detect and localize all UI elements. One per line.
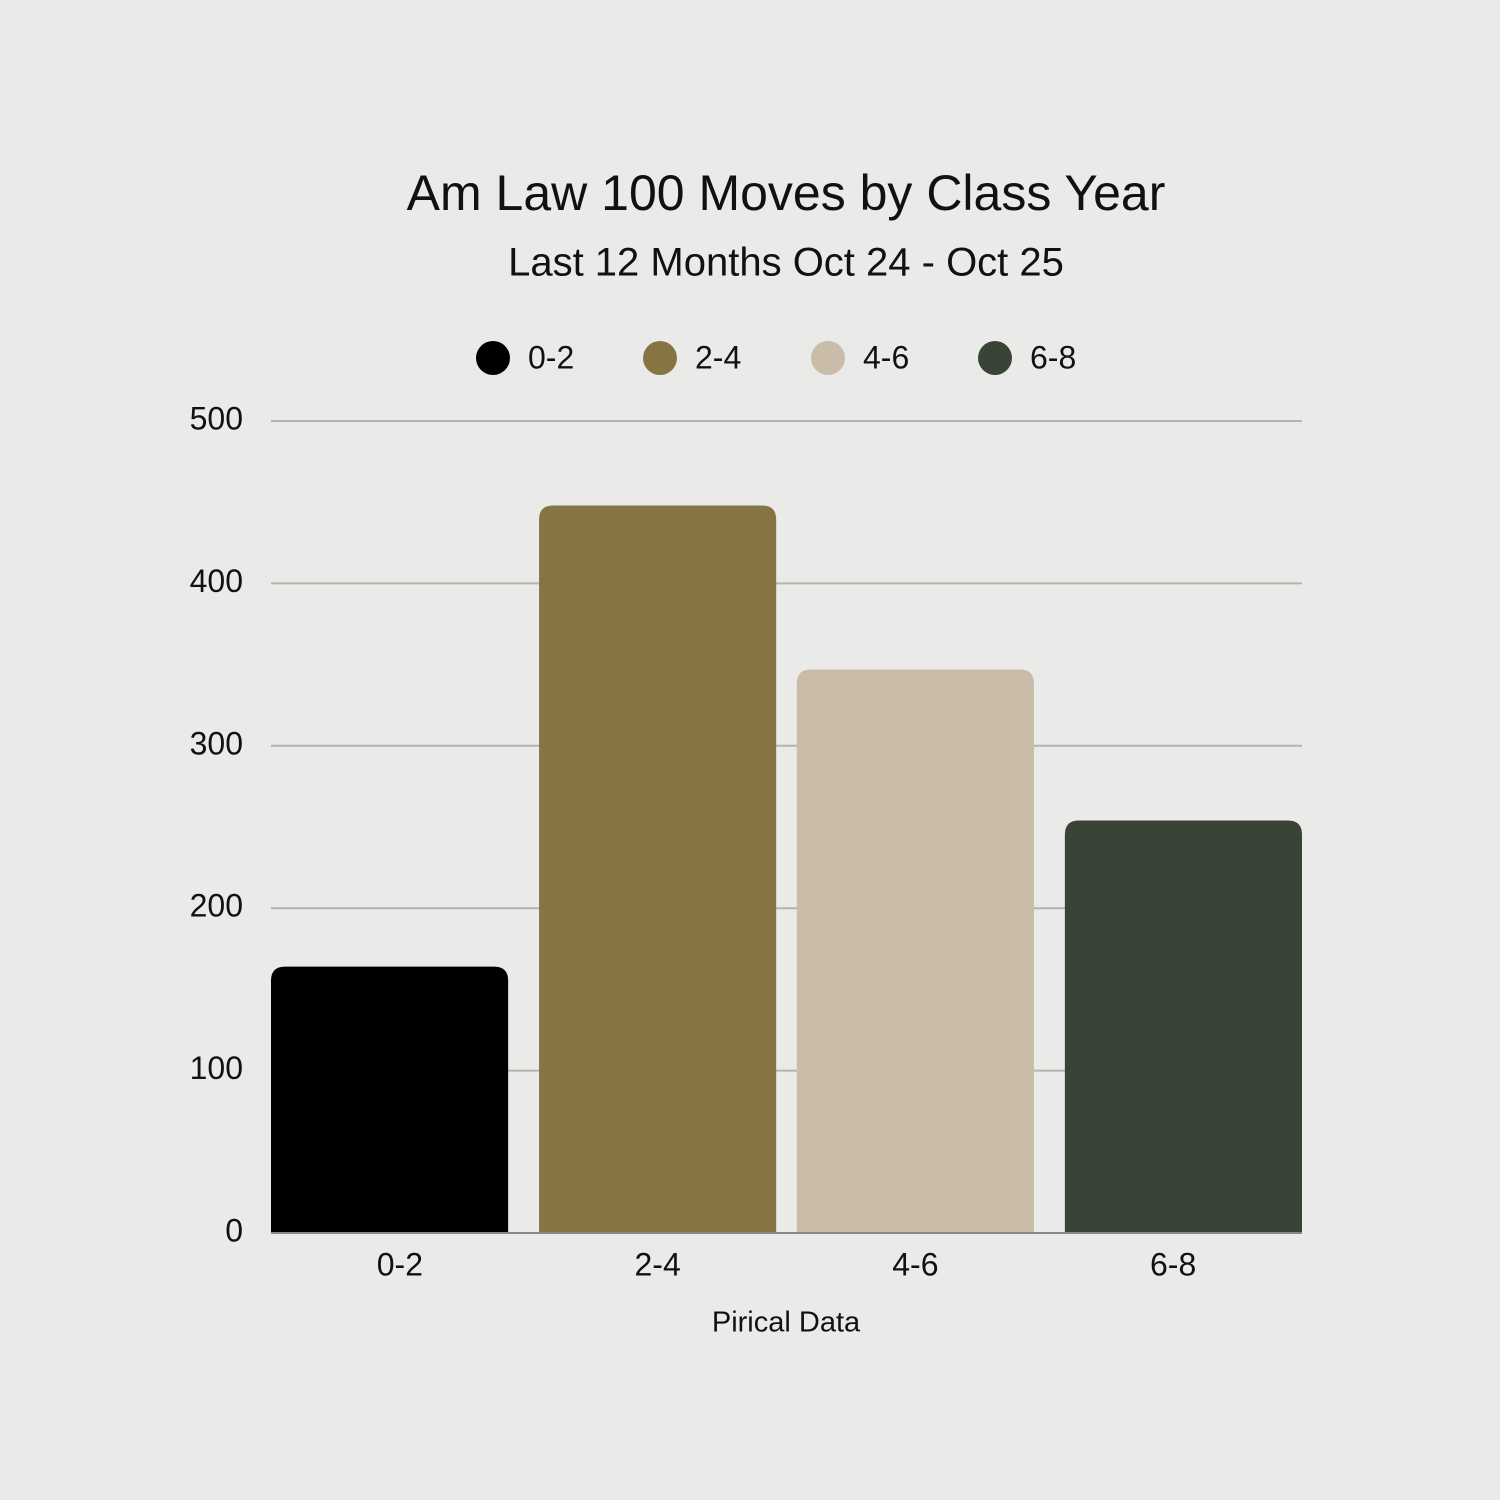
bar [539, 505, 777, 1233]
y-tick-label: 100 [190, 1050, 243, 1086]
legend-swatch [811, 341, 845, 375]
bar [796, 669, 1034, 1233]
legend-swatch [978, 341, 1012, 375]
y-tick-label: 300 [190, 725, 243, 761]
legend-label: 4-6 [863, 339, 909, 375]
chart-subtitle: Last 12 Months Oct 24 - Oct 25 [508, 241, 1064, 285]
bar [1064, 820, 1302, 1233]
x-tick-label: 2-4 [635, 1246, 681, 1282]
legend-label: 6-8 [1030, 339, 1076, 375]
chart-title: Am Law 100 Moves by Class Year [407, 165, 1166, 221]
bar [271, 966, 509, 1233]
y-tick-label: 400 [190, 563, 243, 599]
x-tick-label: 0-2 [377, 1246, 423, 1282]
y-tick-label: 500 [190, 400, 243, 436]
x-tick-label: 6-8 [1150, 1246, 1196, 1282]
x-tick-label: 4-6 [892, 1246, 938, 1282]
legend-label: 2-4 [695, 339, 741, 375]
y-tick-label: 200 [190, 888, 243, 924]
y-tick-label: 0 [225, 1212, 243, 1248]
x-axis-title: Pirical Data [712, 1307, 861, 1339]
legend-swatch [643, 341, 677, 375]
legend-label: 0-2 [528, 339, 574, 375]
legend-swatch [476, 341, 510, 375]
